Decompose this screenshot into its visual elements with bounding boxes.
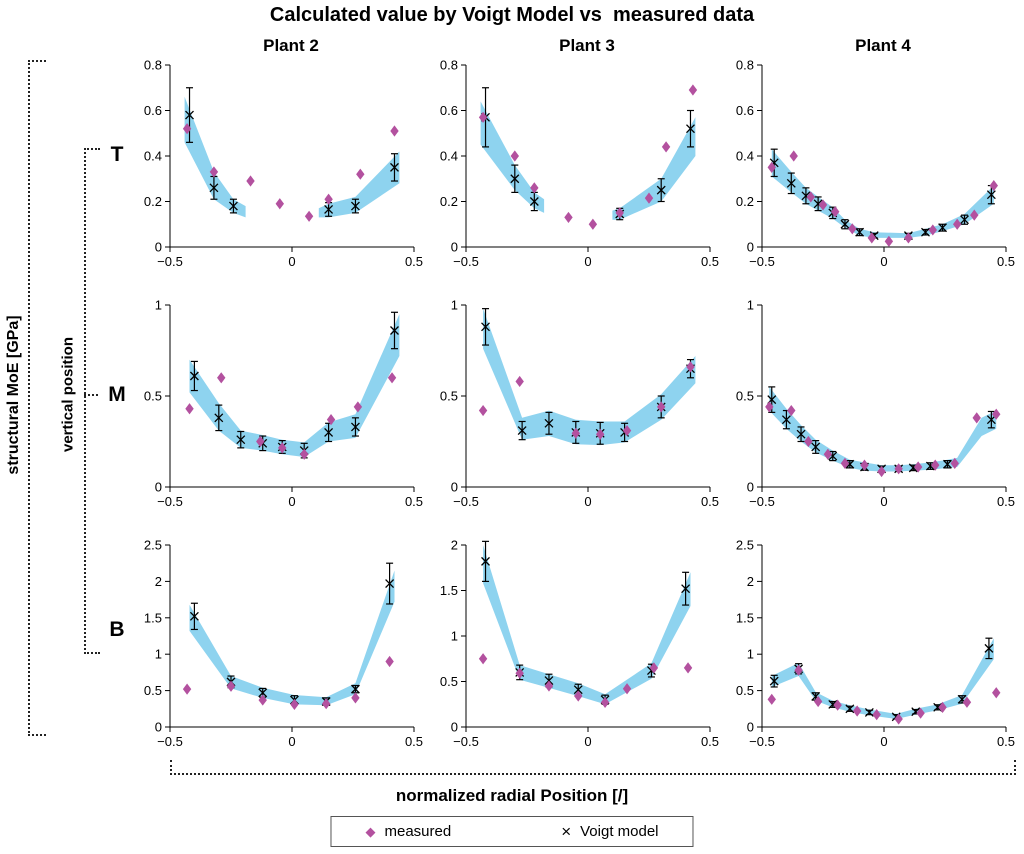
- svg-text:−0.5: −0.5: [157, 734, 183, 749]
- column-header-plant2: Plant 2: [263, 36, 319, 55]
- svg-text:0.4: 0.4: [144, 149, 162, 164]
- svg-text:0: 0: [288, 494, 295, 509]
- svg-text:0: 0: [155, 240, 162, 255]
- svg-text:0: 0: [747, 240, 754, 255]
- svg-text:1: 1: [747, 298, 754, 313]
- svg-text:1.5: 1.5: [144, 610, 162, 625]
- svg-text:−0.5: −0.5: [749, 734, 775, 749]
- svg-text:0: 0: [747, 480, 754, 495]
- svg-text:1: 1: [451, 298, 458, 313]
- svg-text:−0.5: −0.5: [453, 254, 479, 269]
- svg-text:0.4: 0.4: [736, 149, 754, 164]
- inner-y-axis-label: vertical position: [59, 336, 77, 453]
- subplot-middle-plant2: −0.5 0 0.500.51: [144, 298, 423, 510]
- svg-text:0.5: 0.5: [144, 389, 162, 404]
- svg-text:0.5: 0.5: [736, 389, 754, 404]
- column-header-plant3: Plant 3: [559, 36, 615, 55]
- svg-text:0.8: 0.8: [736, 58, 754, 73]
- svg-text:0: 0: [451, 240, 458, 255]
- svg-text:0.5: 0.5: [701, 254, 719, 269]
- vertical-position-bracket-mid-tick: [84, 394, 98, 396]
- svg-text:−0.5: −0.5: [453, 494, 479, 509]
- svg-text:−0.5: −0.5: [453, 734, 479, 749]
- svg-text:0.2: 0.2: [736, 194, 754, 209]
- subplot-top-plant2: −0.5 0 0.500.20.40.60.8: [144, 58, 423, 270]
- row-label-middle: M: [108, 383, 126, 406]
- svg-text:0.5: 0.5: [997, 254, 1015, 269]
- svg-text:0.5: 0.5: [736, 683, 754, 698]
- svg-text:0: 0: [880, 734, 887, 749]
- svg-text:2: 2: [747, 574, 754, 589]
- svg-text:0.5: 0.5: [997, 734, 1015, 749]
- svg-text:0.6: 0.6: [144, 103, 162, 118]
- outer-y-axis-label: structural MoE [GPa]: [5, 315, 22, 475]
- svg-text:1.5: 1.5: [736, 610, 754, 625]
- svg-text:−0.5: −0.5: [157, 494, 183, 509]
- measured-diamond-icon: ◆: [365, 824, 376, 839]
- svg-text:2: 2: [451, 538, 458, 553]
- row-label-top: T: [110, 143, 124, 166]
- svg-text:1: 1: [155, 298, 162, 313]
- svg-text:0.5: 0.5: [440, 674, 458, 689]
- svg-text:0: 0: [584, 254, 591, 269]
- svg-text:0.5: 0.5: [405, 494, 423, 509]
- legend-item-voigt: × Voigt model: [561, 823, 658, 840]
- svg-text:−0.5: −0.5: [749, 494, 775, 509]
- svg-text:−0.5: −0.5: [157, 254, 183, 269]
- svg-text:0: 0: [880, 494, 887, 509]
- svg-text:0: 0: [747, 720, 754, 735]
- outer-y-bracket: [28, 60, 46, 736]
- figure-title: Calculated value by Voigt Model vs measu…: [269, 4, 755, 26]
- svg-text:−0.5: −0.5: [749, 254, 775, 269]
- svg-text:0.6: 0.6: [440, 103, 458, 118]
- svg-text:0.8: 0.8: [440, 58, 458, 73]
- voigt-x-icon: ×: [561, 822, 572, 841]
- svg-text:0.6: 0.6: [736, 103, 754, 118]
- svg-text:0.5: 0.5: [405, 254, 423, 269]
- svg-text:2: 2: [155, 574, 162, 589]
- subplot-top-plant3: −0.5 0 0.500.20.40.60.8: [440, 58, 719, 270]
- svg-text:2.5: 2.5: [144, 538, 162, 553]
- svg-text:0: 0: [288, 734, 295, 749]
- svg-text:0.5: 0.5: [144, 683, 162, 698]
- legend: ◆ measured × Voigt model: [330, 816, 694, 847]
- legend-item-measured: ◆ measured: [365, 823, 451, 840]
- svg-text:0: 0: [155, 480, 162, 495]
- svg-text:0: 0: [288, 254, 295, 269]
- svg-text:0.2: 0.2: [144, 194, 162, 209]
- svg-text:0.5: 0.5: [997, 494, 1015, 509]
- column-header-plant4: Plant 4: [855, 36, 911, 55]
- vertical-position-bracket: [84, 148, 100, 654]
- svg-text:0: 0: [451, 720, 458, 735]
- svg-text:0.5: 0.5: [701, 734, 719, 749]
- svg-text:0: 0: [584, 494, 591, 509]
- svg-text:2.5: 2.5: [736, 538, 754, 553]
- row-label-bottom: B: [109, 618, 125, 641]
- subplot-bottom-plant3: −0.5 0 0.500.511.52: [440, 538, 719, 750]
- svg-text:0.5: 0.5: [440, 389, 458, 404]
- legend-label-measured: measured: [384, 823, 452, 840]
- svg-text:0.5: 0.5: [701, 494, 719, 509]
- svg-text:1.5: 1.5: [440, 583, 458, 598]
- legend-label-voigt: Voigt model: [580, 823, 659, 840]
- svg-text:0: 0: [584, 734, 591, 749]
- subplot-middle-plant3: −0.5 0 0.500.51: [440, 298, 719, 510]
- svg-text:1: 1: [451, 629, 458, 644]
- svg-text:0.4: 0.4: [440, 149, 458, 164]
- svg-text:0.5: 0.5: [405, 734, 423, 749]
- svg-text:0: 0: [880, 254, 887, 269]
- subplot-bottom-plant2: −0.5 0 0.500.511.522.5: [144, 538, 423, 750]
- x-axis-label: normalized radial Position [/]: [395, 786, 629, 805]
- subplot-middle-plant4: −0.5 0 0.500.51: [736, 298, 1015, 510]
- subplot-top-plant4: −0.5 0 0.500.20.40.60.8: [736, 58, 1015, 270]
- svg-text:0: 0: [451, 480, 458, 495]
- svg-text:0.8: 0.8: [144, 58, 162, 73]
- svg-text:0.2: 0.2: [440, 194, 458, 209]
- x-axis-bracket: [170, 760, 1016, 775]
- svg-text:0: 0: [155, 720, 162, 735]
- subplot-bottom-plant4: −0.5 0 0.500.511.522.5: [736, 538, 1015, 750]
- svg-text:1: 1: [155, 647, 162, 662]
- svg-text:1: 1: [747, 647, 754, 662]
